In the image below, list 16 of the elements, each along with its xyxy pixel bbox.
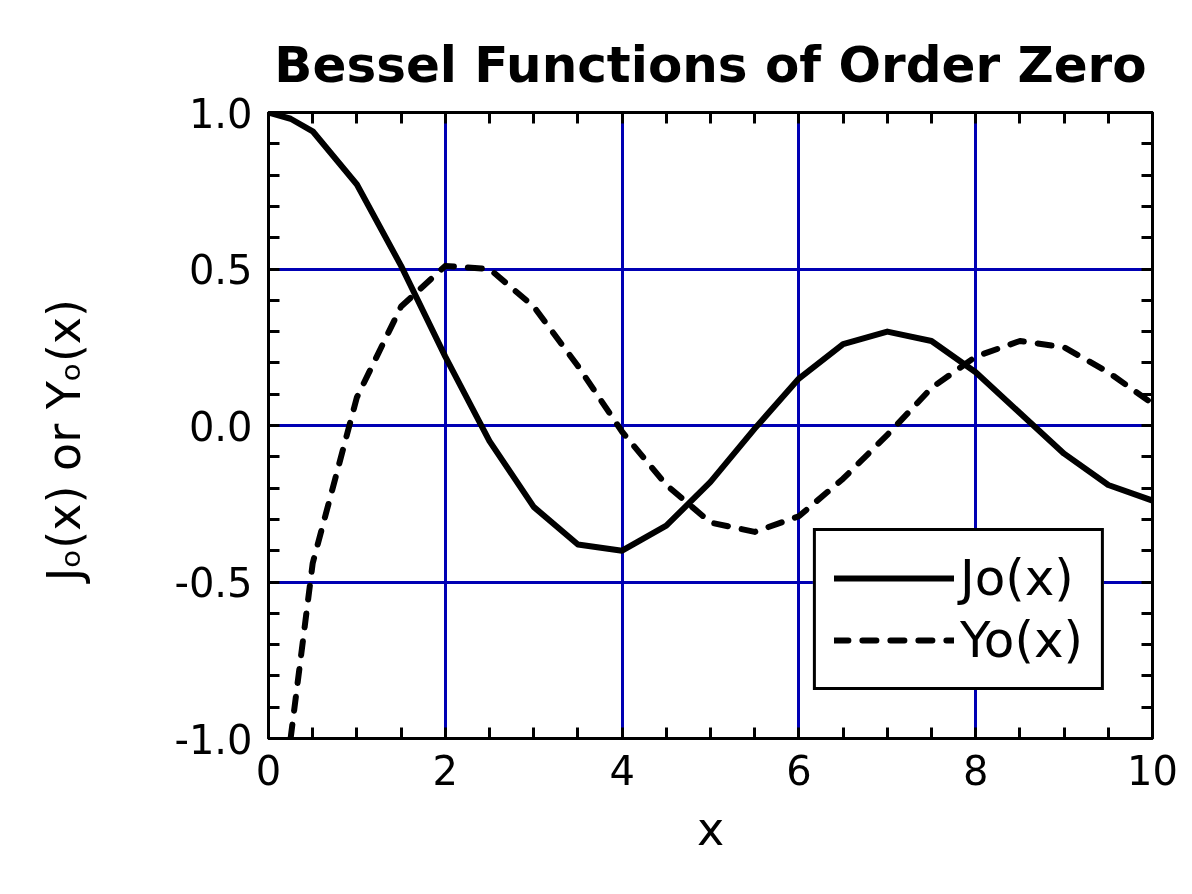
y-tick-label: -1.0 — [174, 716, 253, 763]
x-tick-label: 6 — [786, 747, 812, 794]
x-tick-label: 2 — [432, 747, 459, 794]
x-tick-label: 0 — [255, 747, 282, 794]
y-tick-label: 0.0 — [188, 403, 253, 450]
x-axis-title: x — [696, 801, 725, 856]
legend-label: Yo(x) — [959, 611, 1083, 669]
y-tick-label: -0.5 — [174, 560, 253, 606]
y-axis-title: Jₒ(x) or Yₒ(x) — [37, 298, 92, 585]
x-tick-label: 4 — [609, 747, 635, 794]
y-tick-label: 1.0 — [188, 90, 253, 137]
x-tick-label: 10 — [1127, 747, 1178, 794]
legend-label: Jo(x) — [959, 549, 1074, 607]
x-tick-label: 8 — [962, 747, 989, 794]
y-tick-label: 0.5 — [188, 247, 253, 293]
chart-title: Bessel Functions of Order Zero — [274, 35, 1147, 94]
